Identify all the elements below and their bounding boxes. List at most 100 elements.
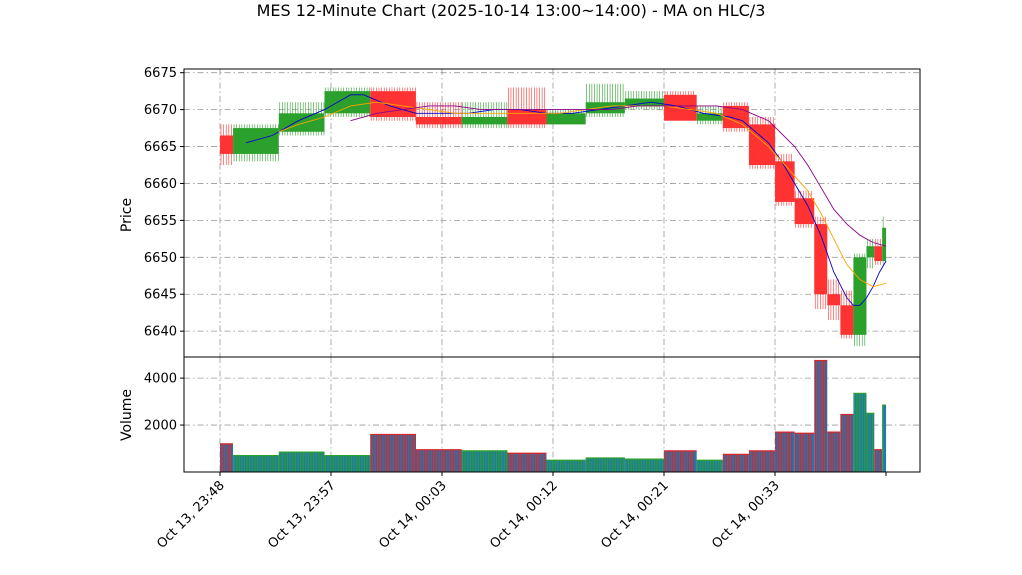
candle [748,117,776,169]
volume-bar-fill [794,433,815,472]
volume-y-ticks: 2000 4000 [144,372,184,434]
candle [585,83,625,117]
x-tick-label: Oct 13, 23:57 [265,478,338,551]
volume-bar-fill [696,460,723,472]
volume-bar [461,450,508,472]
volume-bar-fill [370,434,416,472]
price-ytick-label: 6650 [144,251,177,266]
candle [874,238,883,265]
candle [461,102,508,129]
volume-bar [775,431,795,472]
price-ytick-label: 6675 [144,66,177,81]
price-y-ticks: 6640 6645 6650 6655 6660 6665 6670 6675 [144,66,184,340]
candle-body [507,109,547,125]
price-ytick-label: 6655 [144,214,177,229]
candle [220,124,234,165]
candle [853,253,867,346]
candle-body [624,98,665,106]
candle [775,153,795,206]
volume-frame [183,356,921,473]
volume-bar [866,412,875,472]
volume-bar-fill [415,449,462,472]
candle [624,91,665,110]
candle-body [874,246,883,261]
candle-body [415,117,462,125]
volume-bar [624,458,665,472]
chart-title: MES 12-Minute Chart (2025-10-14 13:00~14… [257,1,766,20]
volume-bar [324,454,371,472]
volume-bar [370,433,416,472]
price-ytick-label: 6645 [144,288,177,303]
price-panel: 6640 6645 6650 6655 6660 6665 6670 6675 Price [119,66,921,358]
volume-bar-fill [775,432,795,472]
volume-bar-fill [882,405,887,472]
price-ytick-label: 6670 [144,103,177,118]
candle-body [220,135,234,154]
x-tick-label: Oct 13, 23:48 [154,478,227,551]
candle-body [827,294,841,306]
candle-body [585,102,625,114]
volume-bar [814,359,828,472]
ma-line [350,105,887,247]
volume-bar [874,449,883,472]
volume-bar-fill [461,450,508,472]
candle-body [814,224,828,295]
volume-bar [722,453,749,472]
candle [507,87,547,129]
price-grid [184,69,920,357]
candle-body [696,113,723,121]
ma-lines [245,94,887,306]
candle [233,124,279,162]
price-bars [220,83,887,346]
volume-bar [415,449,462,472]
candle-body [840,305,854,335]
candle-body [546,113,586,125]
volume-bar [748,450,776,472]
candle [882,216,887,265]
volume-bar [882,404,887,472]
price-ytick-label: 6660 [144,177,177,192]
x-tick-label: Oct 14, 00:03 [376,478,449,551]
volume-panel: 2000 4000 Volume [119,356,921,473]
volume-bar [840,413,854,472]
candle-body [775,161,795,202]
candle [840,290,854,339]
candle-body [794,198,815,225]
candle-body [882,227,887,261]
volume-ylabel: Volume [119,389,135,441]
x-ticks: Oct 13, 23:48 Oct 13, 23:57 Oct 14, 00:03 O… [154,472,887,552]
volume-bar [233,454,279,472]
candle [324,87,371,117]
volume-bar [696,459,723,472]
volume-bar [507,452,547,472]
volume-bar [664,450,697,472]
volume-bar [546,459,586,472]
candle [827,279,841,321]
price-ylabel: Price [119,198,135,232]
price-ytick-label: 6640 [144,325,177,340]
x-tick-label: Oct 14, 00:12 [487,478,560,551]
volume-bar [585,457,625,472]
candle-body [748,124,776,165]
candle-body [853,257,867,335]
volume-bar [220,443,234,472]
candle [814,216,828,309]
volume-bar [794,432,815,472]
volume-bar-fill [278,452,325,472]
volume-bar-fill [324,455,371,472]
volume-ytick-label: 2000 [144,419,177,434]
price-ytick-label: 6665 [144,140,177,155]
volume-bar [827,431,841,472]
candle-body [461,117,508,125]
volume-ytick-label: 4000 [144,372,177,387]
ma-line [278,101,887,288]
candle-body [233,128,279,154]
volume-bars [220,359,887,472]
volume-bar [278,451,325,472]
candle-body [866,246,875,258]
candle [794,190,815,228]
x-tick-label: Oct 14, 00:33 [709,478,782,551]
candle [866,238,875,269]
volume-bar [853,392,867,472]
